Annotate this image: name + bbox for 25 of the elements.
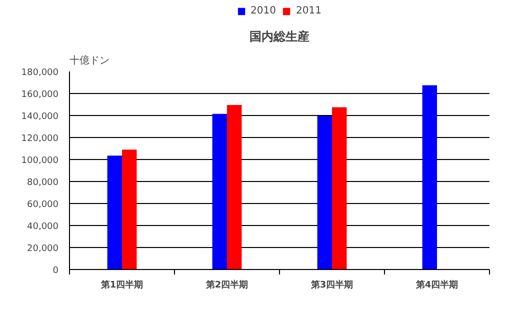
y-tick-label: 20,000 — [27, 244, 59, 254]
y-tick-label: 120,000 — [21, 134, 59, 144]
bar — [227, 105, 242, 270]
x-tick-label: 第1四半期 — [100, 280, 144, 290]
chart-title: 国内総生産 — [250, 30, 310, 44]
bar — [107, 156, 122, 270]
y-tick-label: 140,000 — [21, 112, 59, 122]
y-tick-label: 0 — [52, 266, 59, 276]
y-axis-title: 十億ドン — [70, 54, 110, 66]
bar — [422, 85, 437, 270]
x-tick-label: 第2四半期 — [204, 280, 248, 290]
legend-label: 2010 — [250, 6, 276, 16]
y-tick-label: 160,000 — [21, 90, 59, 100]
y-tick-label: 100,000 — [21, 156, 59, 166]
y-tick-label: 80,000 — [27, 178, 59, 188]
bar — [332, 107, 347, 270]
legend-label: 2011 — [296, 6, 322, 16]
bar — [317, 116, 332, 270]
y-tick-label: 180,000 — [21, 68, 59, 78]
y-tick-label: 60,000 — [27, 200, 59, 210]
bar — [122, 150, 137, 270]
bar — [212, 114, 227, 270]
y-tick-label: 40,000 — [27, 222, 59, 232]
x-tick-label: 第4四半期 — [414, 280, 458, 290]
x-tick-label: 第3四半期 — [310, 280, 354, 290]
